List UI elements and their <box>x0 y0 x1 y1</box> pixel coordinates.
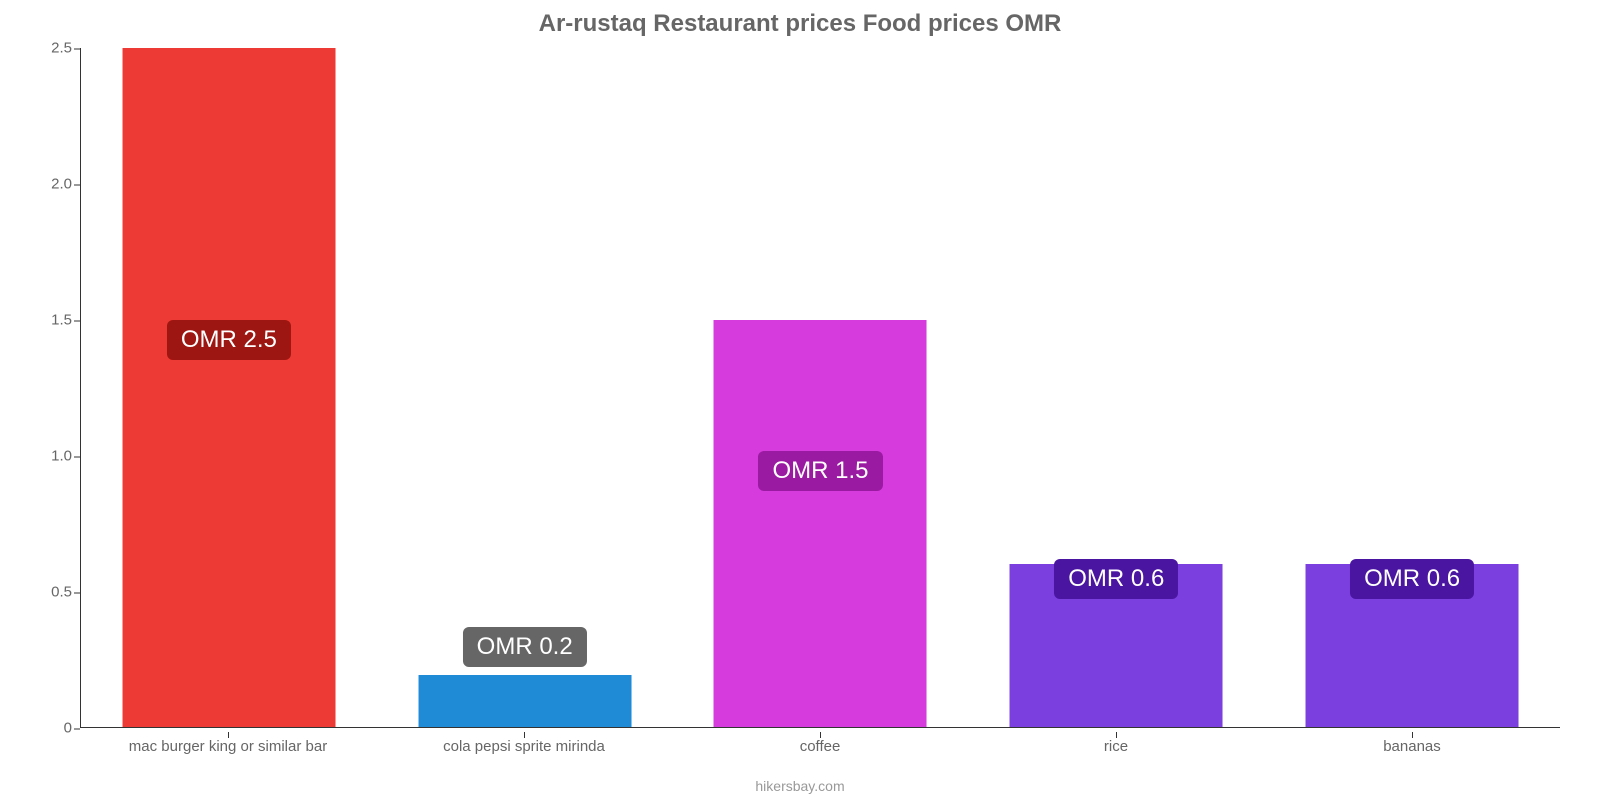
y-axis: 00.51.01.52.02.5 <box>40 48 80 728</box>
x-axis: mac burger king or similar barcola pepsi… <box>80 728 1560 755</box>
bar <box>714 320 927 727</box>
value-label: OMR 2.5 <box>167 320 291 360</box>
x-tick: rice <box>968 728 1264 755</box>
price-chart: Ar-rustaq Restaurant prices Food prices … <box>0 0 1600 800</box>
x-tick-label: bananas <box>1264 738 1560 755</box>
x-tick-label: cola pepsi sprite mirinda <box>376 738 672 755</box>
chart-credit: hikersbay.com <box>0 778 1600 794</box>
x-tick: cola pepsi sprite mirinda <box>376 728 672 755</box>
bars-container: OMR 2.5 OMR 0.2 OMR 1.5 OMR 0.6 OMR 0.6 <box>81 48 1560 727</box>
bar-slot: OMR 1.5 <box>673 48 969 727</box>
value-label: OMR 0.2 <box>463 627 587 667</box>
x-tick-label: rice <box>968 738 1264 755</box>
bar-slot: OMR 0.2 <box>377 48 673 727</box>
value-label: OMR 1.5 <box>758 451 882 491</box>
bar-slot: OMR 2.5 <box>81 48 377 727</box>
x-tick-label: coffee <box>672 738 968 755</box>
value-label: OMR 0.6 <box>1054 559 1178 599</box>
y-tick: 0.5 <box>51 584 72 601</box>
value-label: OMR 0.6 <box>1350 559 1474 599</box>
plot-area: OMR 2.5 OMR 0.2 OMR 1.5 OMR 0.6 OMR 0.6 <box>80 48 1560 728</box>
y-tick: 2.0 <box>51 176 72 193</box>
x-tick-label: mac burger king or similar bar <box>80 738 376 755</box>
bar <box>122 48 335 727</box>
plot-row: 00.51.01.52.02.5 OMR 2.5OMR 0.2OMR 1.5OM… <box>40 48 1560 728</box>
chart-title: Ar-rustaq Restaurant prices Food prices … <box>40 10 1560 38</box>
y-tick: 1.0 <box>51 448 72 465</box>
bar-slot: OMR 0.6 <box>1264 48 1560 727</box>
bar <box>418 675 631 727</box>
y-tick: 2.5 <box>51 40 72 57</box>
x-tick: bananas <box>1264 728 1560 755</box>
x-tick: mac burger king or similar bar <box>80 728 376 755</box>
bar-slot: OMR 0.6 <box>968 48 1264 727</box>
x-tick: coffee <box>672 728 968 755</box>
y-tick: 0 <box>64 720 72 737</box>
y-tick: 1.5 <box>51 312 72 329</box>
